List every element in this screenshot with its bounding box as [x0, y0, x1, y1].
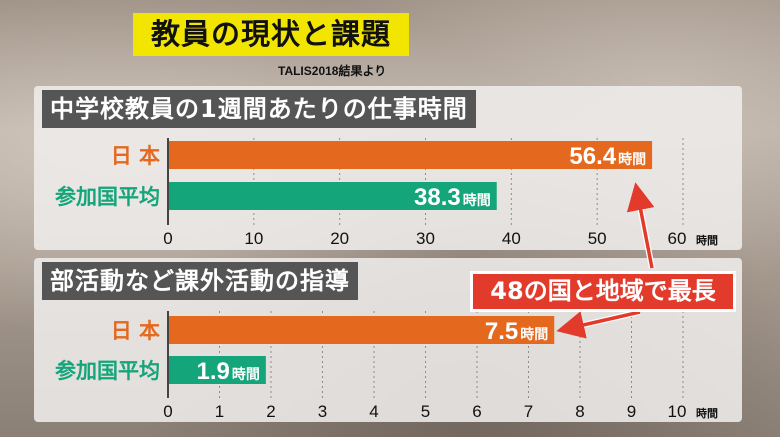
axis-unit-1: 時間	[696, 406, 718, 420]
tick-label-0-5: 50	[588, 229, 607, 248]
tick-label-1-7: 7	[524, 402, 533, 421]
callout-longest: 48の国と地域で最長	[470, 271, 736, 312]
source-note: TALIS2018結果より	[278, 64, 387, 78]
callout-arrow-up	[626, 182, 655, 269]
data-value-1-0: 7.5	[485, 318, 518, 345]
tick-label-1-9: 9	[627, 402, 636, 421]
data-label-1-0: 7.5 時間	[485, 318, 548, 345]
tick-label-1-8: 8	[575, 402, 584, 421]
bar-1-0	[169, 316, 555, 344]
data-label-1-1: 1.9 時間	[196, 358, 259, 385]
tick-label-0-2: 20	[330, 229, 349, 248]
tick-label-0-0: 0	[163, 229, 172, 248]
tick-label-1-0: 0	[163, 402, 172, 421]
category-label-0-1: 参加国平均	[55, 185, 160, 209]
data-value-0-1: 38.3	[414, 184, 461, 211]
category-label-1-0: 日 本	[111, 319, 160, 343]
tick-label-0-4: 40	[502, 229, 521, 248]
axis-unit-0: 時間	[696, 233, 718, 247]
tick-label-0-1: 10	[244, 229, 263, 248]
callout-arrow-left	[556, 310, 641, 339]
data-unit-1-0: 時間	[520, 326, 548, 342]
tick-label-1-1: 1	[215, 402, 224, 421]
data-value-1-1: 1.9	[196, 358, 229, 385]
tick-label-1-2: 2	[266, 402, 275, 421]
tick-label-1-3: 3	[318, 402, 327, 421]
tick-label-0-6: 60	[668, 229, 687, 248]
category-label-0-0: 日 本	[111, 144, 160, 168]
data-label-0-1: 38.3 時間	[414, 184, 491, 211]
tick-label-1-5: 5	[421, 402, 430, 421]
chart-title-club-activities: 部活動など課外活動の指導	[42, 262, 358, 300]
tick-label-1-10: 10	[668, 402, 687, 421]
tick-label-1-4: 4	[369, 402, 378, 421]
data-label-0-0: 56.4 時間	[569, 143, 646, 170]
bar-0-0	[169, 141, 653, 169]
page-title: 教員の現状と課題	[133, 13, 409, 56]
data-unit-0-0: 時間	[618, 151, 646, 167]
tick-label-1-6: 6	[472, 402, 481, 421]
chart-title-work-hours: 中学校教員の1週間あたりの仕事時間	[42, 90, 476, 128]
tick-label-0-3: 30	[416, 229, 435, 248]
category-label-1-1: 参加国平均	[55, 359, 160, 383]
data-unit-1-1: 時間	[232, 366, 260, 382]
data-value-0-0: 56.4	[569, 143, 616, 170]
bar-1-1	[169, 356, 266, 384]
data-unit-0-1: 時間	[463, 192, 491, 208]
bar-0-1	[169, 182, 497, 210]
